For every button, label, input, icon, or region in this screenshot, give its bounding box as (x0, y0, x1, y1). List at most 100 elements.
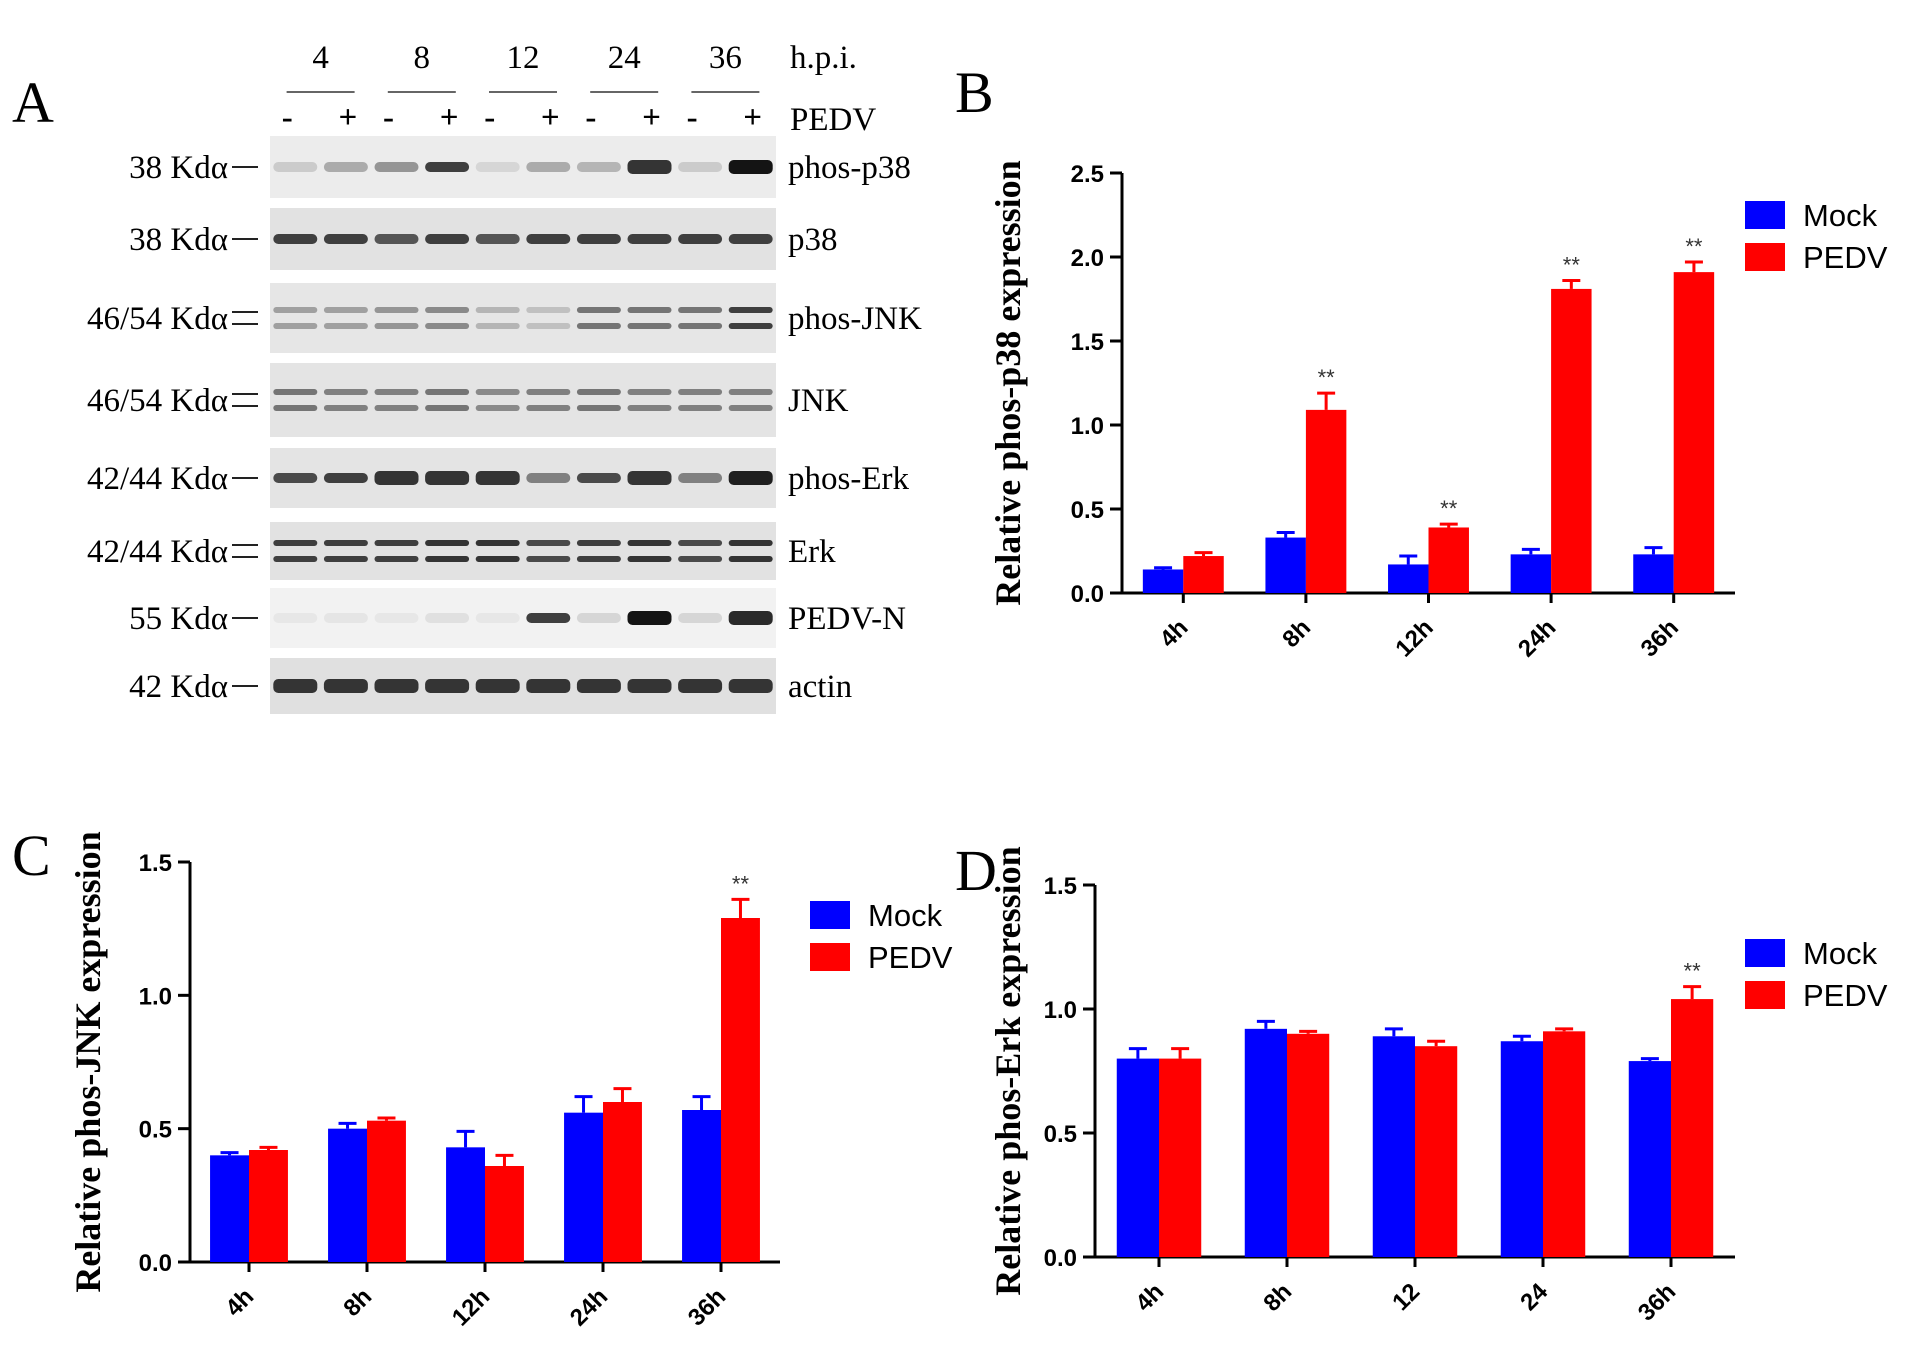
blot-band (678, 679, 723, 693)
significance-marker: ** (1318, 365, 1336, 390)
y-tick-label: 0.5 (1071, 497, 1104, 524)
y-tick-label: 1.5 (1044, 873, 1077, 900)
legend-label-mock: Mock (1803, 936, 1878, 971)
plus-sign: + (541, 100, 560, 136)
timepoint-label: 8 (414, 40, 431, 76)
blot-band (576, 307, 621, 313)
blot-band (627, 405, 672, 411)
blot-band (678, 162, 723, 172)
y-tick-label: 0.5 (1044, 1121, 1077, 1148)
blot-band (576, 162, 621, 172)
bar-pedv (721, 918, 760, 1262)
blot-band (627, 556, 672, 562)
molecular-weight-label: 38 Kdα (129, 222, 228, 258)
blot-band (627, 389, 672, 395)
blot-band (526, 473, 571, 483)
bar-pedv (603, 1102, 642, 1262)
molecular-weight-label: 46/54 Kdα (87, 301, 228, 337)
blot-band (425, 389, 470, 395)
plus-sign: + (440, 100, 459, 136)
minus-sign: - (484, 100, 495, 136)
blot-band (374, 162, 419, 172)
legend-swatch-pedv (1745, 243, 1785, 271)
y-tick-label: 2.5 (1071, 161, 1104, 188)
blot-band (678, 389, 723, 395)
x-tick-label: 8h (338, 1283, 377, 1322)
blot-band (728, 611, 773, 625)
bar-mock (1265, 537, 1306, 593)
blot-band (273, 323, 318, 329)
legend-label-pedv: PEDV (1803, 240, 1888, 275)
blot-row: 55 Kdα PEDV-N (129, 588, 906, 648)
blot-band (475, 679, 520, 693)
blot-band (374, 405, 419, 411)
blot-band (728, 405, 773, 411)
blot-band (273, 389, 318, 395)
blot-row: 46/54 Kdα phos-JNK (87, 283, 922, 353)
bar-mock (1388, 564, 1429, 593)
blot-band (273, 307, 318, 313)
x-tick-label: 24h (1513, 614, 1561, 662)
blot-band (323, 323, 368, 329)
blot-band (475, 471, 520, 485)
blot-band (273, 613, 318, 623)
x-tick-label: 8h (1258, 1278, 1297, 1317)
x-tick-label: 4h (1155, 614, 1194, 653)
plus-sign: + (743, 100, 762, 136)
x-tick-label: 36h (683, 1283, 731, 1331)
chart-phos-erk: 0.0 0.5 1.0 1.5 Relative phos-Erk expression… (988, 846, 1888, 1326)
blot-band (374, 471, 419, 485)
blot-band (678, 405, 723, 411)
blot-band (323, 405, 368, 411)
blot-row: 46/54 Kdα JNK (87, 363, 849, 437)
minus-sign: - (687, 100, 698, 136)
blot-rows: 38 Kdα phos-p38 38 Kdα p38 46/54 Kdα phos-JNK… (87, 136, 922, 714)
bar-pedv (1305, 409, 1347, 593)
blot-band (526, 540, 571, 546)
x-tick-label: 8h (1277, 614, 1316, 653)
blot-band (425, 405, 470, 411)
blot-band (678, 234, 723, 244)
legend-swatch-mock (810, 901, 850, 929)
protein-name-label: phos-JNK (788, 301, 922, 337)
blot-band (526, 613, 571, 623)
blot-band (728, 234, 773, 244)
x-tick-label: 4h (220, 1283, 259, 1322)
blot-row: 42/44 Kdα phos-Erk (87, 448, 909, 508)
panel-label-b: B (955, 60, 994, 125)
blot-band (273, 234, 318, 244)
significance-marker: ** (1684, 959, 1702, 984)
x-tick-label: 12 (1387, 1278, 1425, 1316)
y-tick-label: 1.5 (1071, 329, 1104, 356)
blot-band (425, 540, 470, 546)
blot-band (728, 389, 773, 395)
protein-name-label: Erk (788, 534, 836, 570)
blot-band (475, 405, 520, 411)
blot-band (576, 389, 621, 395)
blot-band (323, 307, 368, 313)
bar-mock (210, 1155, 249, 1262)
x-tick-label: 24h (565, 1283, 613, 1331)
blot-band (576, 473, 621, 483)
blot-band (374, 556, 419, 562)
blot-strip (270, 522, 776, 580)
blot-band (323, 234, 368, 244)
blot-band (576, 556, 621, 562)
molecular-weight-label: 42/44 Kdα (87, 534, 228, 570)
blot-band (475, 323, 520, 329)
timepoint-label: 4 (312, 40, 329, 76)
blot-band (526, 323, 571, 329)
blot-band (425, 162, 470, 172)
significance-marker: ** (1440, 496, 1458, 521)
bar-mock (1142, 569, 1184, 593)
legend-swatch-pedv (1745, 981, 1785, 1009)
blot-band (576, 234, 621, 244)
blot-band (526, 679, 571, 693)
blot-band (627, 679, 672, 693)
y-tick-label: 0.0 (1044, 1245, 1077, 1272)
bar-pedv (485, 1166, 524, 1262)
y-axis-title: Relative phos-p38 expression (988, 160, 1028, 605)
blot-band (526, 307, 571, 313)
blot-band (425, 679, 470, 693)
blot-strip (270, 283, 776, 353)
